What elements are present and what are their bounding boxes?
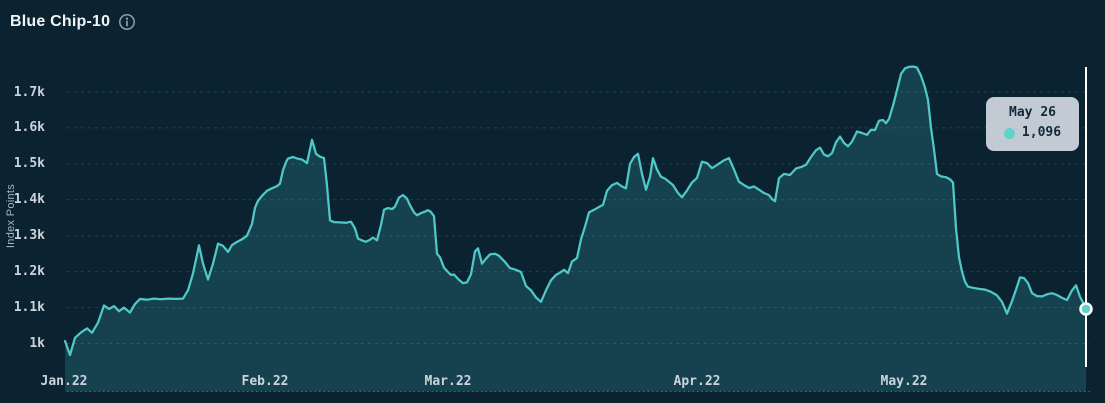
y-tick-label: 1k — [29, 336, 45, 351]
series-area-fill — [65, 66, 1086, 392]
chart-header: Blue Chip-10 — [10, 13, 136, 31]
x-tick-label: Jan.22 — [40, 374, 88, 389]
y-tick-label: 1.4k — [13, 192, 45, 208]
y-tick-label: 1.1k — [13, 300, 45, 316]
y-tick-label: 1.7k — [13, 84, 45, 100]
chart-tooltip: May 26 1,096 — [986, 97, 1079, 151]
x-tick-label: May.22 — [880, 374, 928, 389]
tooltip-date: May 26 — [1009, 105, 1056, 120]
x-tick-label: Apr.22 — [673, 374, 721, 389]
y-tick-label: 1.3k — [13, 228, 45, 244]
active-point-marker — [1079, 302, 1093, 316]
x-tick-label: Feb.22 — [241, 374, 289, 389]
chart-title: Blue Chip-10 — [10, 13, 111, 30]
y-tick-label: 1.6k — [13, 120, 45, 136]
series-line — [63, 65, 1088, 357]
series-marker-dot — [1003, 127, 1015, 139]
info-icon[interactable] — [118, 13, 136, 31]
x-tick-label: Mar.22 — [424, 374, 472, 389]
y-tick-label: 1.5k — [13, 156, 45, 172]
tooltip-value: 1,096 — [1021, 124, 1062, 140]
y-tick-label: 1.2k — [13, 264, 45, 280]
